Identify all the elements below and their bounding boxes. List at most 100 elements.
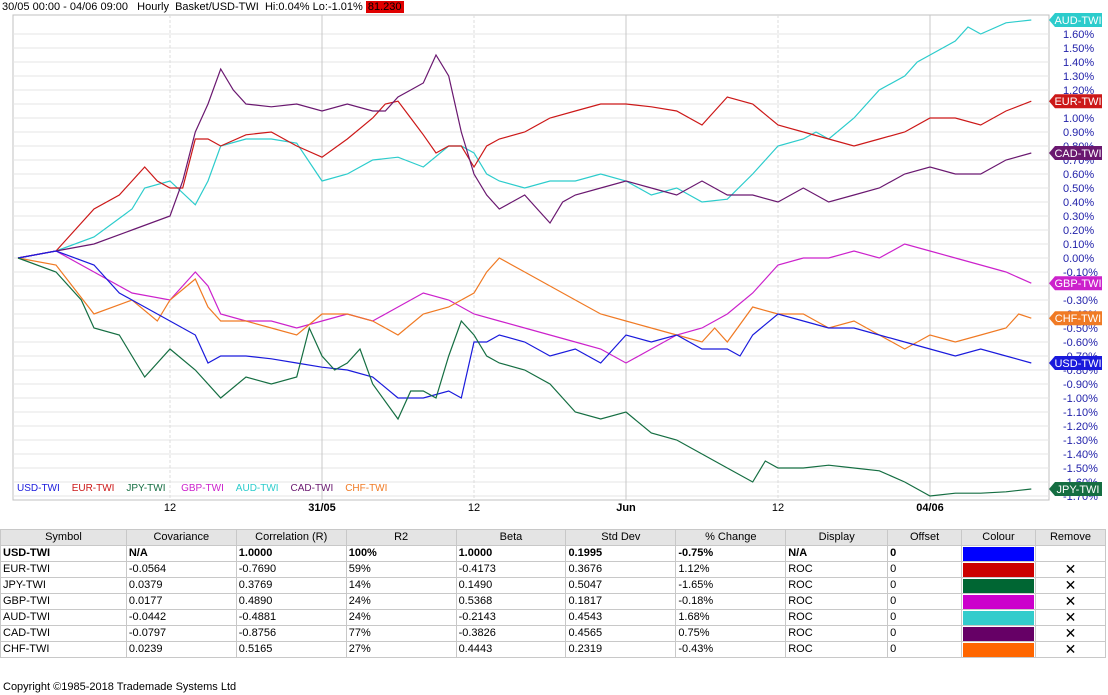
legend-entry-cad-twi[interactable]: CAD-TWI (291, 483, 334, 494)
hi-label: Hi:0.04% (264, 1, 310, 13)
x-tick-label: 31/05 (308, 502, 336, 514)
legend-entry-aud-twi[interactable]: AUD-TWI (236, 483, 279, 494)
cell-correlation: -0.4881 (235, 609, 347, 626)
cell-r2: 14% (345, 577, 457, 594)
colour-swatch[interactable] (961, 593, 1036, 610)
remove-icon[interactable]: ✕ (1034, 577, 1107, 594)
cell-display: N/A (785, 545, 889, 562)
x-tick-label: Jun (616, 502, 636, 514)
cell-beta: 0.4443 (455, 641, 567, 658)
cell-covariance: 0.0239 (125, 641, 237, 658)
colour-swatch-fill (963, 594, 1034, 609)
end-flag-label: CHF-TWI (1055, 313, 1101, 325)
table-row[interactable]: EUR-TWI -0.0564 -0.7690 59% -0.4173 0.3676 1.1… (0, 561, 1107, 578)
remove-icon[interactable]: ✕ (1034, 609, 1107, 626)
x-tick-label: 12 (164, 502, 176, 514)
cell-symbol: JPY-TWI (0, 577, 127, 594)
cell-change: -1.65% (675, 577, 787, 594)
column-header-offset[interactable]: Offset (887, 529, 963, 546)
end-flag-label: CAD-TWI (1054, 148, 1101, 160)
x-tick-label: 12 (468, 502, 480, 514)
remove-icon[interactable]: ✕ (1034, 561, 1107, 578)
y-tick-label: -0.50% (1063, 323, 1098, 335)
series-line-chf-twi[interactable] (17, 257, 1032, 350)
column-header-symbol[interactable]: Symbol (0, 529, 127, 546)
column-header-std-dev[interactable]: Std Dev (565, 529, 677, 546)
end-flag-chf-twi: CHF-TWI (1049, 311, 1102, 326)
series-line-gbp-twi[interactable] (17, 243, 1032, 364)
remove-icon[interactable]: ✕ (1034, 593, 1107, 610)
colour-swatch[interactable] (961, 577, 1036, 594)
cell-correlation: -0.7690 (235, 561, 347, 578)
cell-correlation: 0.5165 (235, 641, 347, 658)
series-line-aud-twi[interactable] (17, 19, 1032, 259)
cell-covariance: -0.0797 (125, 625, 237, 642)
table-row[interactable]: CAD-TWI -0.0797 -0.8756 77% -0.3826 0.4565 0.7… (0, 625, 1107, 642)
cell-stddev: 0.1995 (565, 545, 677, 562)
cell-r2: 59% (345, 561, 457, 578)
legend-entry-jpy-twi[interactable]: JPY-TWI (126, 483, 165, 494)
y-tick-label: 1.00% (1063, 113, 1094, 125)
remove-icon[interactable]: ✕ (1034, 625, 1107, 642)
y-tick-label: -1.30% (1063, 435, 1098, 447)
table-row[interactable]: GBP-TWI 0.0177 0.4890 24% 0.5368 0.1817 -0.18%… (0, 593, 1107, 610)
series-line-jpy-twi[interactable] (17, 257, 1032, 497)
last-price-badge: 81.230 (365, 1, 404, 13)
column-header-beta[interactable]: Beta (455, 529, 567, 546)
series-line-eur-twi[interactable] (17, 96, 1032, 259)
cell-symbol: AUD-TWI (0, 609, 127, 626)
end-flag-jpy-twi: JPY-TWI (1049, 482, 1102, 496)
cell-change: -0.75% (675, 545, 787, 562)
cell-offset: 0 (887, 577, 963, 594)
legend-entry-chf-twi[interactable]: CHF-TWI (345, 483, 387, 494)
basket-label: Basket/USD-TWI (175, 1, 259, 13)
y-tick-label: 0.50% (1063, 183, 1094, 195)
y-tick-label: -1.00% (1063, 393, 1098, 405)
end-flag-label: GBP-TWI (1054, 278, 1101, 290)
cell-change: 0.75% (675, 625, 787, 642)
column-header-colour[interactable]: Colour (961, 529, 1036, 546)
cell-beta: -0.3826 (455, 625, 567, 642)
x-tick-label: 12 (772, 502, 784, 514)
cell-display: ROC (785, 593, 889, 610)
legend-entry-usd-twi[interactable]: USD-TWI (17, 483, 60, 494)
y-tick-label: -0.10% (1063, 267, 1098, 279)
column-header-display[interactable]: Display (785, 529, 889, 546)
y-tick-label: 0.40% (1063, 197, 1094, 209)
y-tick-label: 1.30% (1063, 71, 1094, 83)
end-flag-cad-twi: CAD-TWI (1049, 146, 1102, 160)
column-header-remove[interactable]: Remove (1034, 529, 1107, 546)
cell-r2: 24% (345, 593, 457, 610)
legend-entry-eur-twi[interactable]: EUR-TWI (72, 483, 115, 494)
y-tick-label: 1.40% (1063, 57, 1094, 69)
cell-beta: 0.5368 (455, 593, 567, 610)
column-header-correlation-r[interactable]: Correlation (R) (235, 529, 347, 546)
series-line-cad-twi[interactable] (17, 53, 1032, 259)
y-tick-label: -1.40% (1063, 449, 1098, 461)
cell-stddev: 0.3676 (565, 561, 677, 578)
colour-swatch[interactable] (961, 625, 1036, 642)
chart-title-bar: 30/05 00:00 - 04/06 09:00 Hourly Basket/… (0, 0, 404, 14)
y-tick-label: -1.10% (1063, 407, 1098, 419)
colour-swatch[interactable] (961, 561, 1036, 578)
column-header-covariance[interactable]: Covariance (125, 529, 237, 546)
column-header-r2[interactable]: R2 (345, 529, 457, 546)
end-flag-label: USD-TWI (1054, 358, 1101, 370)
colour-swatch[interactable] (961, 609, 1036, 626)
cell-covariance: 0.0177 (125, 593, 237, 610)
chart-area[interactable]: 1.60%1.50%1.40%1.30%1.20%1.10%1.00%0.90%… (0, 0, 1108, 530)
colour-swatch-fill (963, 562, 1034, 577)
colour-swatch[interactable] (961, 641, 1036, 658)
table-row[interactable]: CHF-TWI 0.0239 0.5165 27% 0.4443 0.2319 -0.43%… (0, 641, 1107, 658)
remove-icon[interactable]: ✕ (1034, 641, 1107, 658)
table-row[interactable]: JPY-TWI 0.0379 0.3769 14% 0.1490 0.5047 -1.65%… (0, 577, 1107, 594)
end-flag-label: JPY-TWI (1057, 484, 1100, 496)
legend-entry-gbp-twi[interactable]: GBP-TWI (181, 483, 224, 494)
table-row[interactable]: USD-TWI N/A 1.0000 100% 1.0000 0.1995 -0.75% N/… (0, 545, 1107, 562)
column-header--change[interactable]: % Change (675, 529, 787, 546)
series-line-usd-twi[interactable] (17, 250, 1032, 399)
y-tick-label: 0.60% (1063, 169, 1094, 181)
table-row[interactable]: AUD-TWI -0.0442 -0.4881 24% -0.2143 0.4543 1.6… (0, 609, 1107, 626)
colour-swatch[interactable] (961, 545, 1036, 562)
cell-symbol: CAD-TWI (0, 625, 127, 642)
